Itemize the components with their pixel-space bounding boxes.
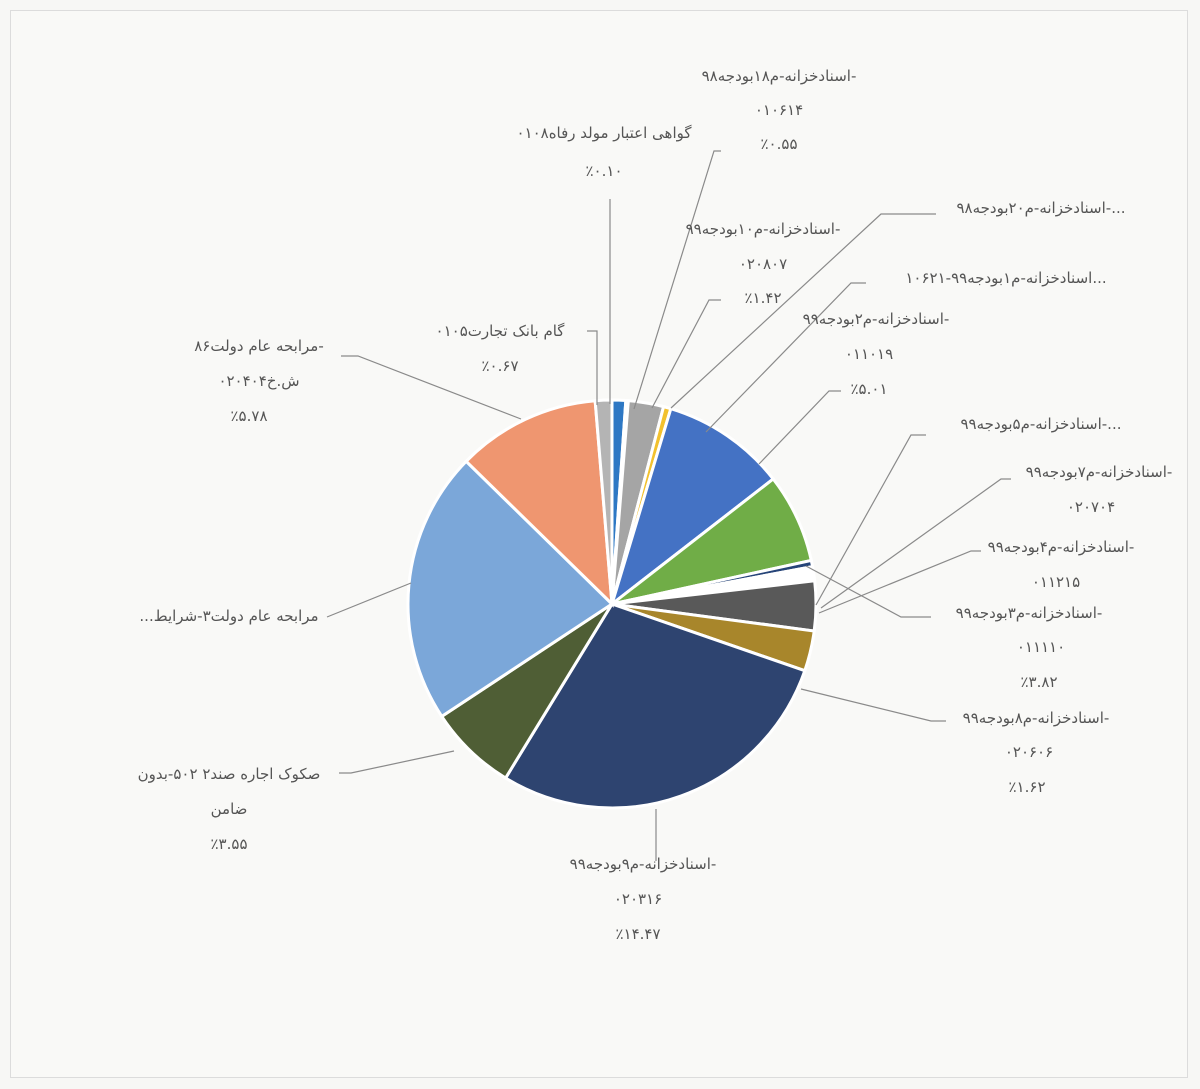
label-sukuk-name: صکوک اجاره صند۲ ۵۰۲-بدون — [138, 765, 321, 783]
label-s10-name: اسنادخزانه-م۱۰بودجه۹۹- — [686, 220, 841, 238]
pie-slice-15 — [593, 398, 614, 605]
label-s18-code: ۰۱۰۶۱۴ — [755, 101, 803, 119]
chart-frame: اسنادخزانه-م۱۸بودجه۹۸- ۰۱۰۶۱۴ ٪۰.۵۵ گواه… — [10, 10, 1188, 1078]
label-s5-name: اسنادخزانه-م۵بودجه۹۹-... — [961, 415, 1122, 433]
leader-sukuk — [339, 750, 455, 774]
pie-slice-4 — [609, 406, 776, 609]
leader-s1 — [705, 282, 866, 433]
label-s3-code: ۰۱۱۱۱۰ — [1017, 638, 1065, 656]
label-s2-code: ۰۱۱۰۱۹ — [845, 345, 893, 363]
leader-s8 — [800, 688, 946, 722]
pie-slice-14 — [464, 399, 614, 608]
label-mor86-pct: ٪۵.۷۸ — [231, 407, 268, 425]
label-s10-pct: ٪۱.۴۲ — [745, 289, 782, 307]
leader-s18 — [633, 150, 721, 410]
label-s18-name: اسنادخزانه-م۱۸بودجه۹۸- — [702, 67, 857, 85]
label-mor86-code: ش.خ۰۲۰۴۰۴ — [218, 372, 299, 390]
leader-s3 — [805, 565, 931, 618]
label-gam-name: گام بانک تجارت۰۱۰۵ — [436, 322, 566, 340]
label-s1-name: اسنادخزانه-م۱بودجه۹۹-۱۰۶۲۱... — [905, 269, 1106, 287]
label-s9-name: اسنادخزانه-م۹بودجه۹۹- — [570, 855, 717, 873]
label-gov-pct: ٪۰.۱۰ — [586, 162, 623, 180]
leader-s2 — [758, 390, 841, 465]
leader-s5 — [815, 434, 926, 606]
label-s8-name: اسنادخزانه-م۸بودجه۹۹- — [963, 709, 1110, 727]
leader-mor3 — [326, 582, 412, 618]
label-sukuk-pct: ٪۳.۵۵ — [211, 835, 248, 853]
label-s7-name: اسنادخزانه-م۷بودجه۹۹- — [1026, 463, 1173, 481]
label-s10-code: ۰۲۰۸۰۷ — [739, 255, 787, 273]
label-mor86-name: مرابحه عام دولت۸۶- — [194, 337, 324, 355]
label-s9-pct: ٪۱۴.۴۷ — [615, 925, 660, 943]
label-s2-name: اسنادخزانه-م۲بودجه۹۹- — [803, 310, 950, 328]
leader-s7 — [820, 478, 1011, 609]
label-s9-code: ۰۲۰۳۱۶ — [614, 890, 662, 908]
leader-mor86 — [341, 355, 522, 420]
label-s8-code: ۰۲۰۶۰۶ — [1005, 743, 1053, 761]
leader-gam — [587, 330, 598, 405]
label-s20-name: اسنادخزانه-م۲۰بودجه۹۸-... — [956, 199, 1125, 217]
label-sukuk-cont: ضامن — [211, 800, 248, 818]
pie-chart: اسنادخزانه-م۱۸بودجه۹۸- ۰۱۰۶۱۴ ٪۰.۵۵ گواه… — [138, 67, 1173, 943]
leader-s10 — [651, 299, 721, 409]
label-s4-code: ۰۱۱۲۱۵ — [1032, 573, 1080, 591]
pie-slice-11 — [503, 602, 807, 810]
label-s2-pct: ٪۵.۰۱ — [851, 380, 888, 398]
pie-slices — [406, 398, 818, 810]
label-gov-name: گواهی اعتبار مولد رفاه۰۱۰۸ — [516, 124, 692, 142]
leader-s4 — [818, 550, 981, 614]
leader-s20 — [670, 213, 936, 409]
pie-slice-13 — [406, 459, 615, 719]
label-s3-pct: ٪۳.۸۲ — [1021, 673, 1058, 691]
label-s18-pct: ٪۰.۵۵ — [761, 135, 798, 153]
label-s7-code: ۰۲۰۷۰۴ — [1067, 498, 1115, 516]
label-s8-pct: ٪۱.۶۲ — [1009, 778, 1046, 796]
label-s3-name: اسنادخزانه-م۳بودجه۹۹- — [956, 604, 1103, 622]
label-gam-pct: ٪۰.۶۷ — [482, 357, 519, 375]
leader-lines — [326, 150, 1011, 861]
label-s4-name: اسنادخزانه-م۴بودجه۹۹- — [988, 538, 1135, 556]
label-mor3-name: ...مرابحه عام دولت۳-شرایط — [139, 607, 318, 625]
data-labels: اسنادخزانه-م۱۸بودجه۹۸- ۰۱۰۶۱۴ ٪۰.۵۵ گواه… — [138, 67, 1173, 943]
